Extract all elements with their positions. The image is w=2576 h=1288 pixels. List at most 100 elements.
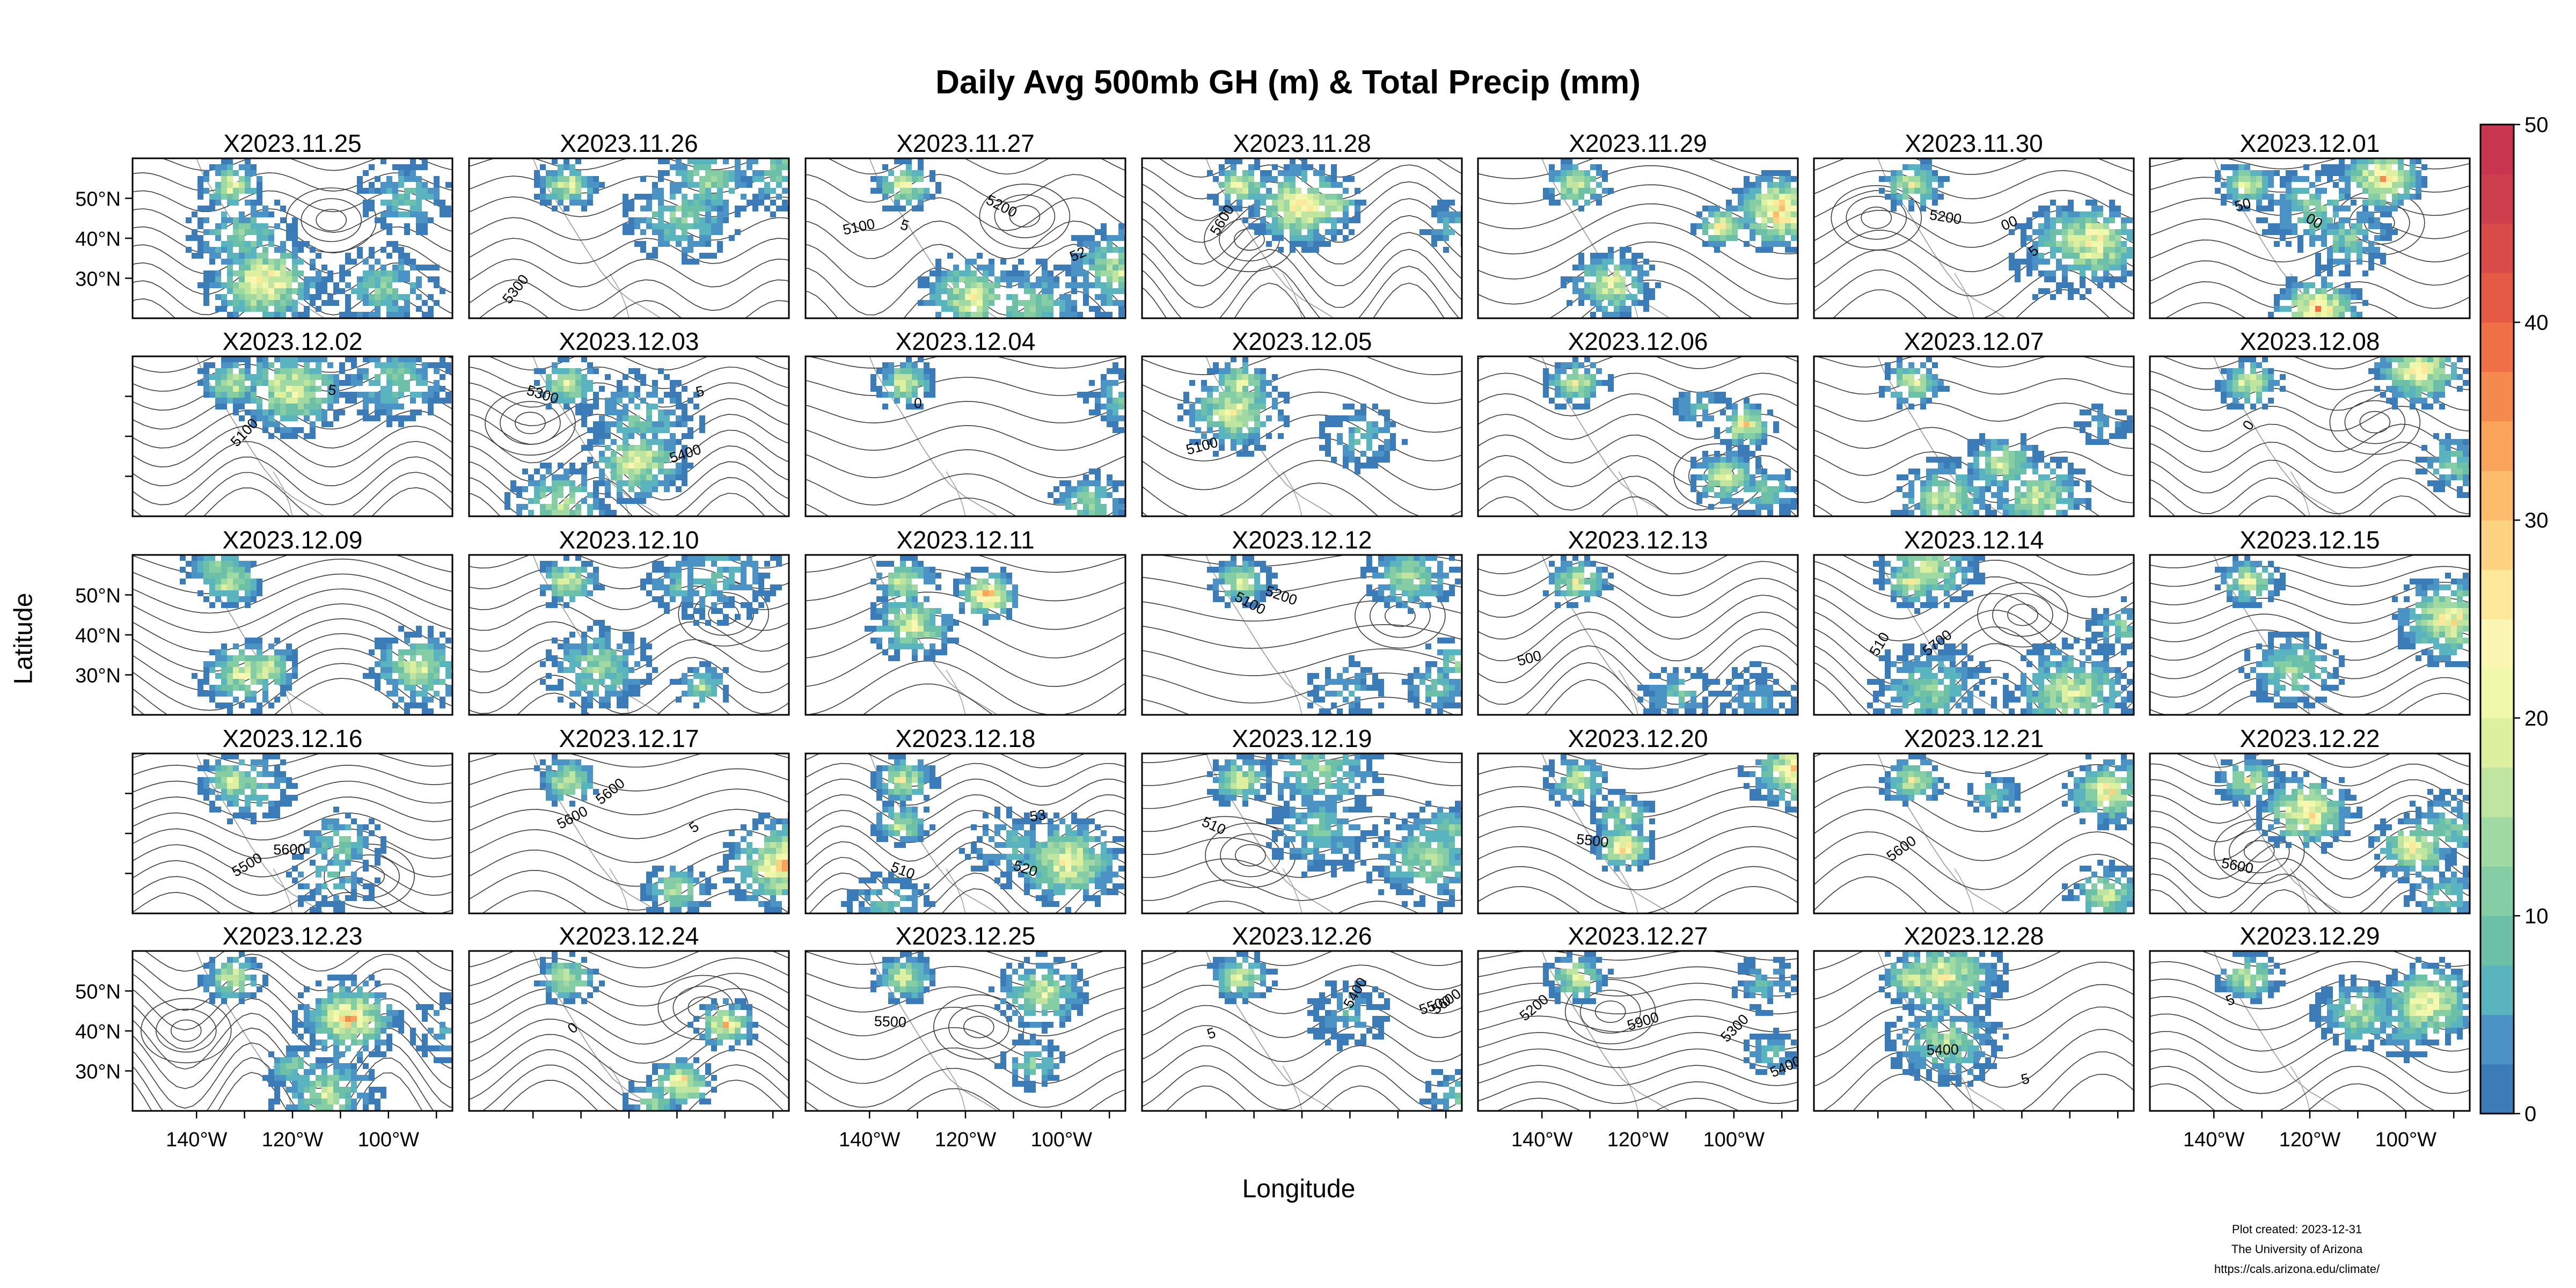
precip-cell — [1118, 368, 1124, 374]
precip-cell — [1030, 312, 1036, 318]
precip-cell — [658, 421, 664, 427]
precip-cell — [2410, 398, 2416, 404]
precip-cell — [670, 217, 676, 223]
precip-cell — [2250, 176, 2256, 182]
precip-cell — [392, 404, 398, 409]
precip-cell — [1726, 492, 1732, 498]
precip-cell — [564, 404, 569, 409]
precip-cell — [2280, 194, 2286, 200]
precip-cell — [2445, 451, 2451, 457]
height-contour — [1142, 437, 1462, 491]
precip-cell — [1997, 504, 2003, 510]
precip-cell — [209, 206, 215, 211]
precip-cell — [1631, 276, 1637, 282]
precip-cell — [1561, 276, 1567, 282]
precip-cell — [386, 282, 392, 288]
precip-cell — [2368, 253, 2374, 259]
precip-cell — [1219, 415, 1225, 421]
precip-cell — [1219, 398, 1225, 404]
precip-cell — [1696, 404, 1702, 409]
precip-cell — [717, 211, 723, 217]
height-contour — [469, 493, 766, 516]
precip-cell — [215, 306, 221, 312]
precip-cell — [623, 211, 628, 217]
precip-cell — [2374, 170, 2380, 176]
precip-cell — [410, 398, 416, 404]
precip-cell — [286, 356, 292, 362]
precip-cell — [375, 288, 380, 294]
precip-cell — [1738, 463, 1744, 469]
precip-cell — [1879, 386, 1885, 392]
precip-cell — [2280, 217, 2286, 223]
precip-cell — [2080, 270, 2085, 276]
precip-cell — [1738, 188, 1744, 194]
precip-cell — [1997, 469, 2003, 474]
precip-cell — [1260, 392, 1266, 398]
precip-cell — [215, 368, 221, 374]
precip-cell — [2404, 188, 2410, 194]
precip-cell — [971, 288, 977, 294]
precip-cell — [375, 188, 380, 194]
precip-cell — [1242, 386, 1248, 392]
figure-title: Daily Avg 500mb GH (m) & Total Precip (m… — [935, 64, 1641, 101]
precip-cell — [292, 649, 298, 655]
precip-cell — [1985, 445, 1991, 451]
precip-cell — [215, 276, 221, 282]
precip-cell — [516, 492, 522, 498]
precip-cell — [687, 176, 693, 182]
precip-cell — [1956, 474, 1962, 480]
precip-cell — [693, 211, 699, 217]
precip-cell — [504, 504, 510, 510]
precip-cell — [1231, 415, 1236, 421]
precip-cell — [1242, 451, 1248, 457]
precip-cell — [257, 398, 262, 404]
height-contour — [1478, 260, 1753, 318]
precip-cell — [257, 229, 262, 235]
panel-frame — [1813, 157, 2135, 319]
precip-cell — [658, 241, 664, 247]
precip-cell — [1773, 170, 1779, 176]
precip-cell — [581, 398, 587, 404]
precip-cell — [1024, 270, 1030, 276]
panel-frame — [1477, 157, 1799, 319]
precip-cell — [398, 679, 404, 685]
precip-cell — [623, 409, 628, 415]
precip-cell — [611, 451, 617, 457]
precip-field — [1543, 158, 1798, 318]
precip-cell — [2392, 188, 2398, 194]
precip-cell — [268, 362, 274, 368]
precip-cell — [2109, 217, 2115, 223]
precip-cell — [1107, 259, 1113, 265]
precip-cell — [1590, 362, 1596, 368]
precip-cell — [203, 294, 209, 300]
precip-cell — [1107, 235, 1113, 241]
precip-cell — [280, 241, 286, 247]
precip-cell — [274, 300, 280, 306]
precip-cell — [251, 229, 257, 235]
precip-cell — [363, 206, 369, 211]
precip-cell — [245, 306, 251, 312]
precip-cell — [392, 241, 398, 247]
precip-cell — [2044, 235, 2050, 241]
precip-cell — [634, 368, 640, 374]
precip-cell — [1979, 439, 1985, 445]
precip-cell — [540, 480, 546, 486]
precip-cell — [1071, 306, 1077, 312]
precip-cell — [1567, 380, 1572, 386]
precip-cell — [652, 211, 658, 217]
precip-cell — [1053, 300, 1059, 306]
precip-cell — [215, 374, 221, 380]
precip-cell — [1242, 182, 1248, 188]
precip-cell — [1744, 217, 1750, 223]
precip-cell — [552, 474, 558, 480]
precip-cell — [1755, 206, 1761, 211]
precip-cell — [2380, 392, 2386, 398]
precip-cell — [2056, 247, 2062, 253]
precip-cell — [546, 374, 552, 380]
precip-cell — [546, 194, 552, 200]
precip-cell — [404, 170, 410, 176]
precip-cell — [2244, 170, 2250, 176]
precip-cell — [676, 421, 682, 427]
precip-cell — [339, 368, 345, 374]
precip-cell — [640, 206, 646, 211]
